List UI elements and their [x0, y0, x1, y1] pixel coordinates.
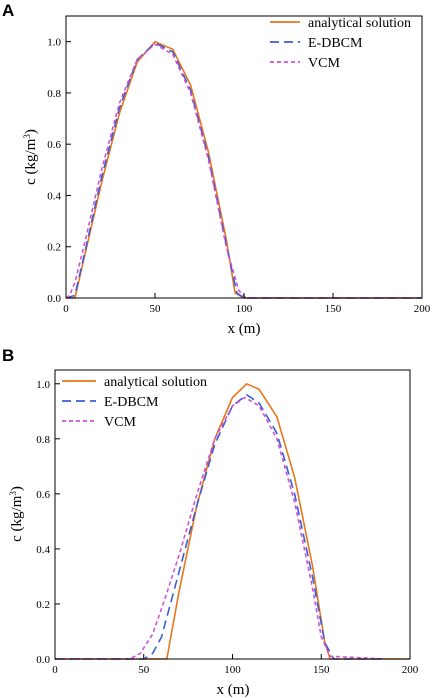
panel-b-y-tick-label: 1.0 [36, 379, 50, 391]
panel-b-y-tick-label: 0.2 [36, 599, 50, 611]
panel-a-x-tick-label: 100 [236, 303, 253, 315]
panel-b-x-tick-label: 100 [224, 664, 241, 676]
panel-b-y-tick-label: 0.4 [36, 544, 50, 556]
panel-a-y-tick-label: 0.8 [47, 88, 61, 100]
panel-b-series-e-dbcm [55, 394, 384, 660]
panel-b-legend-label: E-DBCM [104, 395, 159, 410]
panel-a-legend-label: VCM [308, 56, 340, 71]
panel-a-y-tick-label: 0.2 [47, 242, 61, 254]
panel-a-x-tick-label: 50 [150, 303, 162, 315]
panel-a-legend-label: E-DBCM [308, 36, 363, 51]
panel-b-x-tick-label: 50 [138, 664, 150, 676]
panel-b-x-tick-label: 200 [402, 664, 419, 676]
panel-b-ticks: 0 50 100 150 200 0.0 0.2 0.4 0.6 0.8 1.0 [36, 379, 419, 676]
panel-a-x-tick-label: 0 [63, 303, 69, 315]
panel-a-x-tick-label: 150 [325, 303, 342, 315]
panel-b-x-tick-label: 150 [313, 664, 330, 676]
panel-a-legend: analytical solution E-DBCM VCM [270, 16, 411, 71]
panel-a-plot-frame [65, 15, 423, 299]
panel-b-series-vcm [55, 396, 384, 660]
panel-a-series-vcm [65, 43, 422, 299]
panel-a-y-axis-label: c (kg/m3) [22, 129, 39, 185]
panel-b-y-axis-label: c (kg/m3) [8, 486, 25, 542]
panel-a-y-tick-label: 0.4 [47, 190, 61, 202]
panel-a-series-analytical-solution [66, 40, 422, 299]
panel-a-x-tick-label: 200 [414, 303, 431, 315]
panel-a-legend-label: analytical solution [308, 16, 411, 31]
panel-b-plot-frame [54, 369, 411, 660]
panel-b-legend-label: VCM [104, 415, 136, 430]
panel-a-ticks: 0 50 100 150 200 0.0 0.2 0.4 0.6 0.8 1.0 [47, 37, 431, 315]
panel-a-series [65, 40, 422, 299]
panel-a-y-tick-label: 0.6 [47, 139, 61, 151]
panel-b-legend: analytical solution E-DBCM VCM [62, 375, 207, 430]
panel-a-letter: A [2, 1, 14, 20]
panel-b-x-axis-label: x (m) [217, 682, 250, 698]
panel-b-x-tick-label: 0 [52, 664, 58, 676]
panel-b-y-tick-label: 0.8 [36, 434, 50, 446]
panel-b-series [55, 383, 410, 660]
panel-a-y-tick-label: 0.0 [47, 293, 61, 305]
panel-b-y-tick-label: 0.0 [36, 654, 50, 666]
panel-b-series-analytical-solution [55, 383, 410, 660]
panel-a-y-tick-label: 1.0 [47, 37, 61, 49]
panel-b: B 0 50 100 150 200 0.0 0.2 0.4 0.6 0.8 1.0 analyti… [2, 346, 419, 698]
panel-b-letter: B [2, 346, 14, 365]
panel-b-y-tick-label: 0.6 [36, 489, 50, 501]
panel-b-legend-label: analytical solution [104, 375, 207, 390]
panel-a-x-axis-label: x (m) [228, 321, 261, 337]
panel-a-series-e-dbcm [65, 42, 422, 299]
panel-a: A 0 50 100 150 200 0.0 0.2 0.4 0.6 0.8 1.0 analyti… [2, 1, 431, 337]
